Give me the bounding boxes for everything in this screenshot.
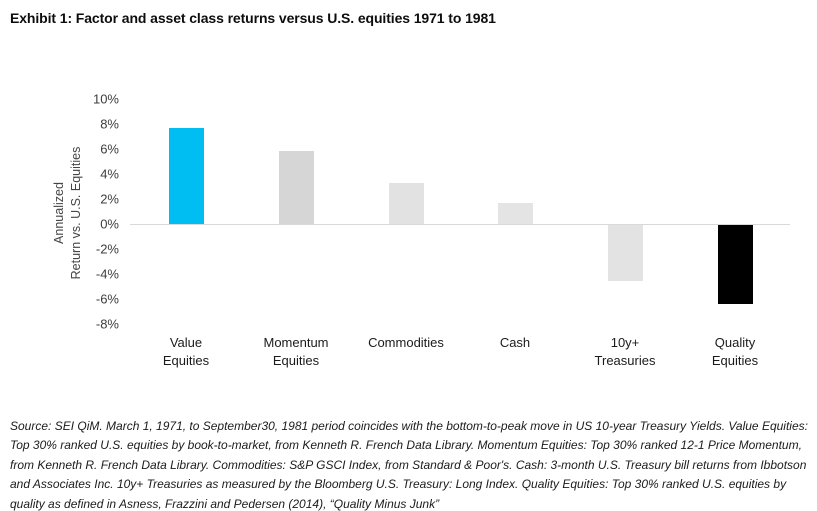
y-tick-neg8pct: -8% (95, 316, 119, 332)
bar-quality-equities (717, 225, 753, 304)
source-line: Source: SEI QiM. March 1, 1971, to Septe… (10, 419, 808, 433)
category-label-line: Cash (499, 335, 531, 350)
y-tick-neg6pct: -6% (95, 291, 119, 307)
y-tick-0pct: 0% (100, 216, 119, 232)
category-label-line: Momentum (263, 335, 329, 350)
chart-title: Exhibit 1: Factor and asset class return… (10, 10, 496, 26)
source-line: and Associates Inc. 10y+ Treasuries as m… (10, 477, 787, 492)
category-label-line: Equities (272, 353, 320, 368)
source-line: from Kenneth R. French Data Library. Com… (10, 457, 807, 472)
category-label-line: Treasuries (594, 353, 656, 368)
y-tick-neg2pct: -2% (95, 241, 119, 257)
bar-value-equities (168, 128, 204, 224)
bar-momentum-equities (278, 151, 314, 224)
category-label-quality-equities: Quality Equities (673, 334, 797, 370)
category-label-10y-treasuries: 10y+ Treasuries (563, 334, 687, 370)
y-tick-neg4pct: -4% (95, 266, 119, 282)
y-tick-10pct: 10% (92, 91, 119, 107)
category-label-commodities: Commodities (344, 334, 468, 352)
y-tick-4pct: 4% (100, 166, 119, 182)
zero-axis-line (130, 224, 790, 225)
category-label-line: 10y+ (610, 335, 640, 350)
category-label-cash: Cash (453, 334, 577, 352)
category-label-line: Equities (711, 353, 759, 368)
category-label-line: Value (169, 335, 203, 350)
source-line: Top 30% ranked U.S. equities by book-to-… (10, 438, 802, 453)
bar-cash (497, 203, 533, 224)
bar-commodities (388, 183, 424, 224)
category-label-momentum-equities: Momentum Equities (234, 334, 358, 370)
y-tick-6pct: 6% (100, 141, 119, 157)
y-tick-8pct: 8% (100, 116, 119, 132)
source-line: quality as defined in Asness, Frazzini a… (10, 496, 440, 511)
category-label-line: Commodities (368, 335, 444, 350)
bar-10y-treasuries (607, 225, 643, 281)
category-label-line: Quality (714, 335, 756, 350)
category-label-value-equities: Value Equities (124, 334, 248, 370)
category-label-line: Equities (162, 353, 210, 368)
source-footnote: Source: SEI QiM. March 1, 1971, to Septe… (10, 417, 808, 511)
y-tick-2pct: 2% (100, 191, 119, 207)
